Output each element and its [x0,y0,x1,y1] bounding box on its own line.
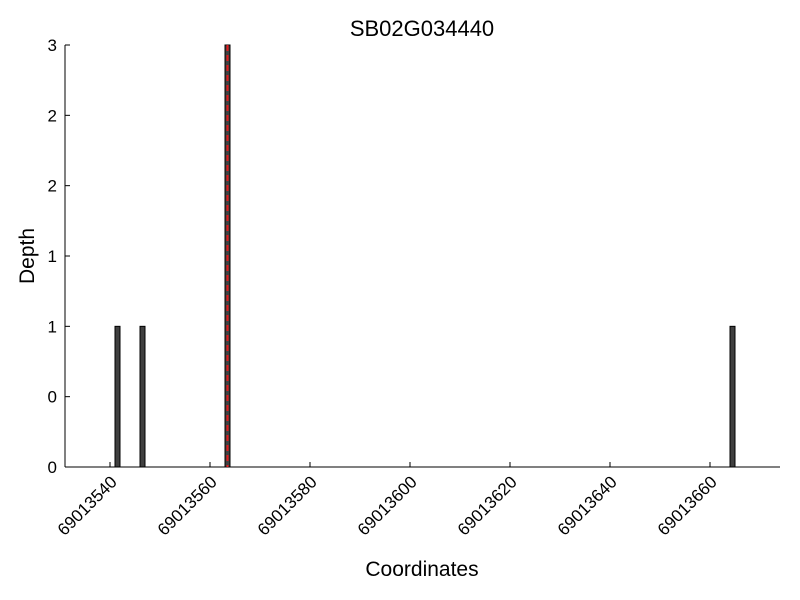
y-tick-label: 1 [48,317,57,336]
x-tick-label: 69013600 [354,472,421,539]
y-tick-label: 0 [48,458,57,477]
bar [114,325,121,468]
x-tick-label: 69013540 [54,472,121,539]
bar [139,325,146,468]
chart-title: SB02G034440 [350,16,494,41]
x-tick-label: 69013580 [254,472,321,539]
y-tick-label: 3 [48,36,57,55]
x-tick-label: 69013620 [454,472,521,539]
y-tick-label: 2 [48,177,57,196]
x-tick-label: 69013660 [654,472,721,539]
x-tick-label: 69013560 [154,472,221,539]
x-axis-label: Coordinates [365,558,478,581]
x-tick-label: 69013640 [554,472,621,539]
y-tick-label: 0 [48,388,57,407]
y-axis-label: Depth [16,228,39,284]
bar [729,325,736,468]
y-tick-label: 1 [48,247,57,266]
y-tick-label: 2 [48,106,57,125]
